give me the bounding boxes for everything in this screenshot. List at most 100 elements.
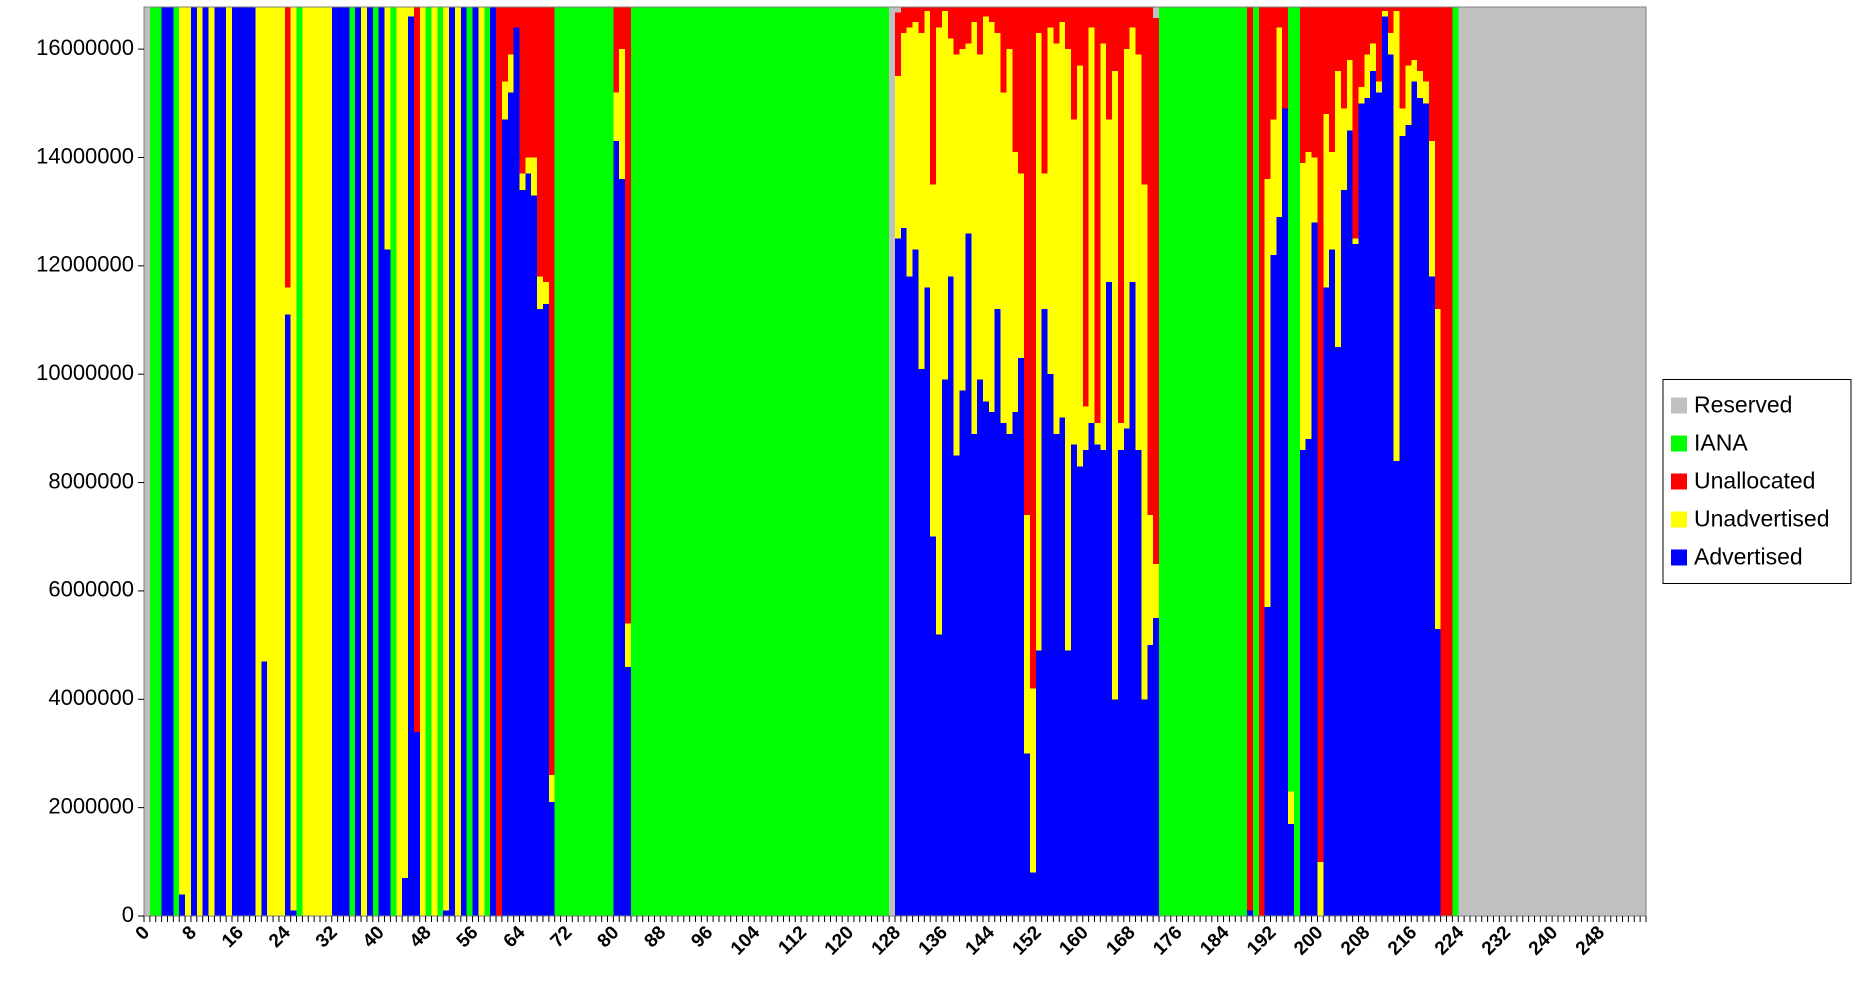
x-tick-label: 40	[359, 922, 389, 952]
legend-label: Unallocated	[1694, 468, 1815, 494]
bar-segment	[930, 7, 937, 185]
x-tick-label: 192	[1243, 922, 1280, 959]
bar-segment	[895, 238, 902, 917]
bar-segment	[865, 7, 872, 916]
bar-segment	[1059, 7, 1066, 23]
bar-segment	[1147, 515, 1154, 646]
bar-segment	[1428, 7, 1436, 142]
bar-segment	[566, 7, 573, 916]
x-tick-label: 160	[1055, 922, 1092, 959]
bar-segment	[971, 7, 978, 23]
bar-segment	[971, 433, 978, 916]
bar-segment	[1153, 618, 1160, 916]
bar-segment	[1405, 65, 1412, 125]
bar-segment	[449, 7, 456, 916]
bar-segment	[636, 7, 644, 916]
bar-segment	[1323, 287, 1330, 917]
bar-segment	[179, 894, 186, 916]
bar-segment	[1035, 650, 1043, 916]
bar-segment	[1024, 7, 1031, 516]
bar-segment	[255, 7, 262, 916]
bar-segment	[366, 7, 374, 916]
bar-segment	[1487, 7, 1494, 916]
bar-segment	[1282, 108, 1289, 916]
bar-segment	[1129, 282, 1136, 916]
bar-segment	[1288, 7, 1295, 792]
y-tick-label: 16000000	[36, 35, 134, 60]
bar-segment	[900, 7, 908, 33]
bar-segment	[1352, 238, 1359, 245]
x-tick-label: 248	[1572, 922, 1609, 959]
bar-segment	[713, 7, 720, 916]
bar-segment	[1217, 7, 1224, 916]
bar-segment	[707, 7, 714, 916]
bar-segment	[1129, 7, 1136, 28]
bar-segment	[871, 7, 878, 916]
bar-segment	[1387, 7, 1395, 33]
bar-segment	[302, 7, 309, 916]
bar-segment	[1153, 7, 1160, 18]
bar-segment	[953, 7, 960, 55]
bar-segment	[806, 7, 814, 916]
bar-segment	[1082, 450, 1090, 916]
bar-segment	[947, 7, 955, 39]
bar-segment	[912, 7, 919, 23]
bar-segment	[1288, 823, 1295, 916]
bar-segment	[1305, 7, 1312, 153]
bar-segment	[578, 7, 585, 916]
bar-segment	[1599, 7, 1606, 916]
bar-segment	[724, 7, 732, 916]
bar-segment	[619, 179, 626, 916]
bar-segment	[1153, 563, 1160, 619]
bar-segment	[983, 7, 990, 17]
bar-segment	[953, 455, 960, 916]
x-tick-label: 72	[547, 922, 577, 952]
bar-segment	[1164, 7, 1172, 916]
bar-segment	[1018, 357, 1025, 917]
bar-segment	[349, 7, 356, 916]
y-tick-label: 6000000	[48, 577, 134, 602]
bar-segment	[1000, 422, 1007, 916]
bar-segment	[413, 731, 421, 916]
bar-segment	[1329, 7, 1336, 153]
bar-segment	[1141, 184, 1148, 700]
bar-segment	[771, 7, 779, 916]
bar-segment	[196, 7, 204, 916]
bar-segment	[290, 910, 297, 916]
y-tick-label: 0	[122, 902, 134, 927]
bar-segment	[343, 7, 350, 916]
bar-segment	[501, 7, 509, 82]
bar-segment	[1071, 7, 1078, 120]
bar-segment	[625, 7, 632, 624]
legend-swatch	[1671, 511, 1687, 528]
bar-segment	[519, 173, 526, 190]
legend-swatch	[1671, 435, 1687, 452]
bar-segment	[654, 7, 661, 916]
bar-segment	[278, 7, 286, 916]
y-tick-label: 2000000	[48, 793, 134, 818]
bar-segment	[924, 11, 931, 288]
bar-segment	[1235, 7, 1242, 916]
bar-segment	[1088, 27, 1095, 423]
bar-segment	[554, 7, 561, 916]
bar-segment	[994, 32, 1002, 310]
bar-segment	[237, 7, 245, 916]
bar-segment	[1106, 282, 1113, 916]
bar-segment	[983, 401, 990, 917]
bar-segment	[965, 43, 972, 234]
bar-segment	[531, 157, 538, 196]
bar-segment	[1123, 428, 1131, 916]
bar-segment	[202, 7, 209, 916]
bar-segment	[941, 379, 949, 917]
bar-segment	[1387, 54, 1395, 917]
bar-segment	[1364, 54, 1371, 98]
bar-segment	[1370, 7, 1377, 44]
bar-segment	[595, 7, 603, 916]
x-tick-label: 96	[687, 922, 717, 952]
bar-segment	[889, 7, 896, 916]
bar-segment	[965, 233, 972, 916]
bar-segment	[994, 309, 1002, 917]
bar-segment	[1035, 32, 1043, 651]
bar-segment	[1370, 43, 1377, 71]
bar-segment	[765, 7, 773, 916]
